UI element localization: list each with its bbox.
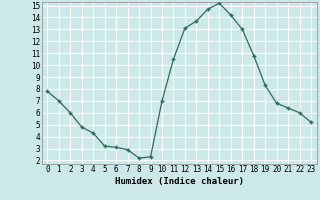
X-axis label: Humidex (Indice chaleur): Humidex (Indice chaleur) bbox=[115, 177, 244, 186]
